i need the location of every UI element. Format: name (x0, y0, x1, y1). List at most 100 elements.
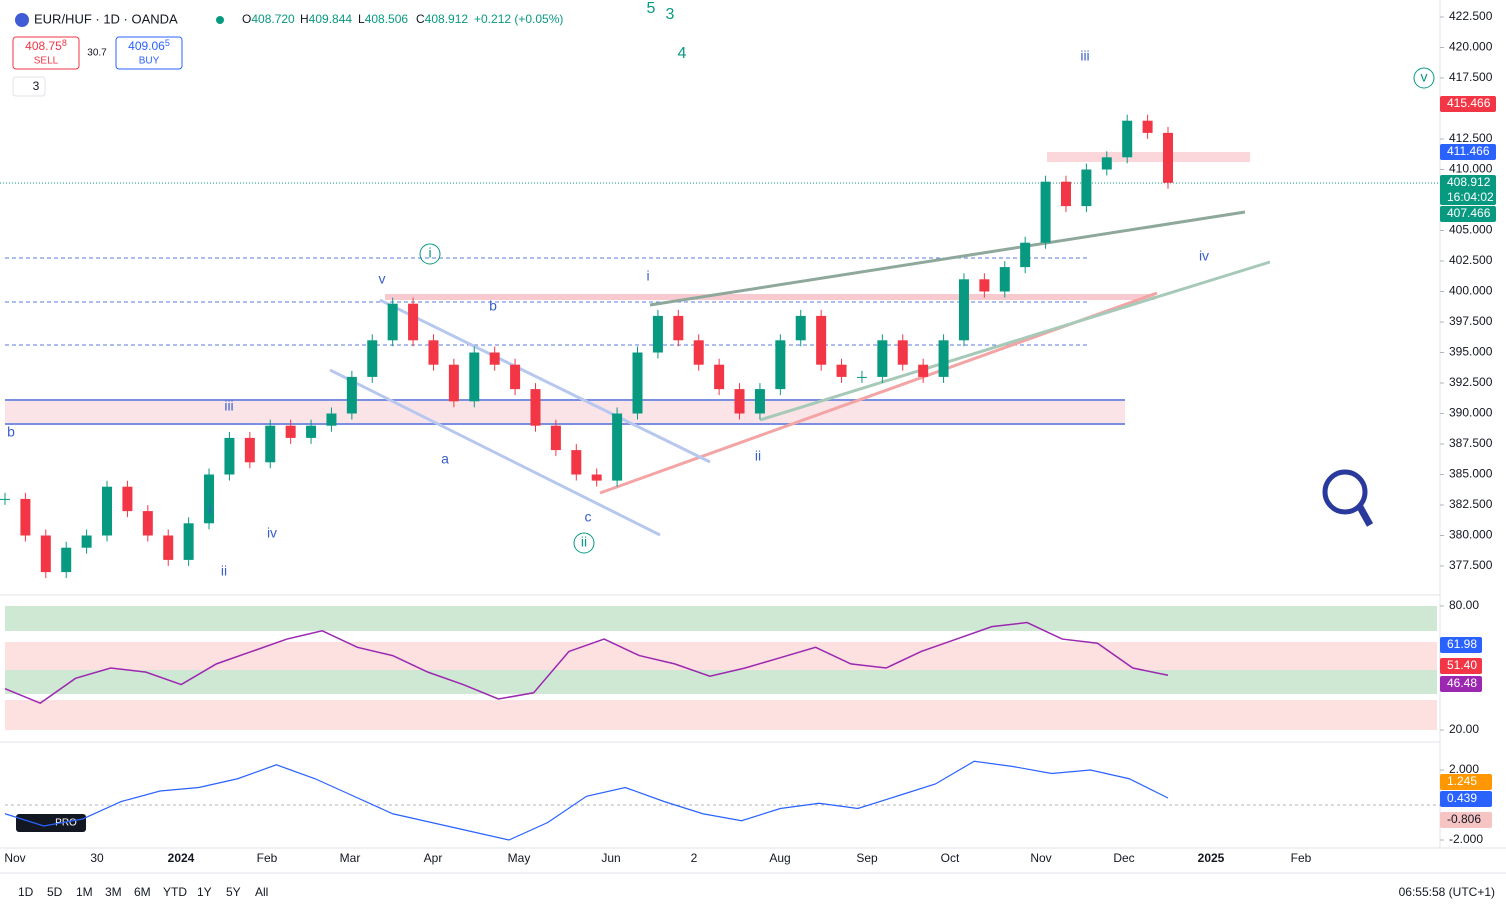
ohlc-value: 408.506 (365, 12, 409, 26)
y-tick-label: 412.500 (1449, 131, 1493, 145)
y-tick-label: 390.000 (1449, 406, 1493, 420)
candle (489, 352, 500, 365)
candle (1163, 132, 1173, 183)
range-button[interactable]: 5D (47, 885, 63, 899)
sell-button[interactable] (12, 36, 80, 70)
y-tick-label: 397.500 (1449, 314, 1493, 328)
candle (795, 315, 806, 341)
candle (204, 474, 215, 524)
rsi-badge (1440, 637, 1482, 653)
candle (142, 511, 153, 536)
y-tick-label: 385.000 (1449, 467, 1493, 481)
candle (163, 535, 174, 560)
sell-label: SELL (34, 56, 59, 67)
candle (40, 535, 51, 573)
range-button[interactable]: 1M (76, 885, 93, 899)
status (216, 16, 224, 24)
wave-ring (419, 243, 441, 265)
candle (265, 425, 276, 463)
macd-badge (1440, 774, 1492, 790)
symbol: EUR/HUF · 1D · OANDA (34, 11, 178, 26)
x-tick-label: May (508, 851, 531, 865)
y-tick-label: 2.000 (1449, 762, 1479, 776)
zone (5, 399, 1125, 425)
y-tick-label: 395.000 (1449, 345, 1493, 359)
range-button[interactable]: All (255, 885, 268, 899)
candle (897, 340, 908, 365)
candle (510, 364, 521, 390)
ohlc: L408.506 (358, 12, 408, 26)
rsi-badge-value: 46.48 (1447, 676, 1477, 690)
candle (448, 364, 459, 402)
zone (385, 294, 1155, 300)
range-button[interactable]: 3M (105, 885, 122, 899)
macd-badge (1440, 812, 1492, 828)
indicator-toggle[interactable] (12, 76, 46, 97)
ohlc: H409.844 (300, 12, 352, 26)
candle (469, 352, 480, 402)
candle (550, 425, 561, 451)
y-tick-label: -2.000 (1449, 832, 1483, 846)
candle (20, 498, 31, 536)
candle (1060, 181, 1071, 207)
range-button[interactable]: 1D (18, 885, 34, 899)
candle (122, 486, 133, 512)
candle (979, 279, 990, 292)
range-button[interactable]: 6M (134, 885, 151, 899)
drawing (649, 210, 1246, 307)
wave-label: c (585, 509, 592, 525)
sell-price: 408.758 (25, 38, 67, 53)
candle (1122, 120, 1133, 158)
wave-label: ii (581, 534, 587, 550)
x-tick-label: Jun (601, 851, 620, 865)
y-tick-label: 402.500 (1449, 253, 1493, 267)
y-tick-label: 392.500 (1449, 375, 1493, 389)
x-tick-label: 30 (90, 851, 104, 865)
wave-label: ii (755, 448, 761, 464)
candle (306, 425, 317, 438)
candle (775, 340, 786, 390)
candle (918, 364, 929, 377)
ohlc-label: O (242, 12, 251, 26)
candle (408, 303, 419, 341)
price-badge-value: 415.466 (1447, 96, 1491, 110)
range-button[interactable]: YTD (163, 885, 187, 899)
y-tick-label: 405.000 (1449, 223, 1493, 237)
drawing (759, 260, 1271, 422)
x-tick-label: Oct (941, 851, 960, 865)
x-tick-label: Aug (769, 851, 790, 865)
x-tick-label: Sep (856, 851, 878, 865)
ohlc-value: 409.844 (309, 12, 353, 26)
ohlc-label: C (416, 12, 425, 26)
x-tick-label: Mar (340, 851, 361, 865)
wave-label: b (489, 298, 497, 314)
price-badge (1440, 175, 1496, 205)
candle (1142, 120, 1153, 133)
candle (224, 437, 235, 475)
x-tick-label: Apr (424, 851, 443, 865)
ohlc-label: L (358, 12, 365, 26)
candle (1020, 242, 1031, 268)
range-button[interactable]: 5Y (226, 885, 241, 899)
price-badge-value: 411.466 (1447, 144, 1490, 158)
price-badge (1440, 96, 1496, 112)
buy-label: BUY (139, 56, 160, 67)
candle (632, 352, 643, 414)
rsi-zone (5, 700, 1437, 730)
candle (183, 523, 194, 560)
x-tick-label: 2 (691, 851, 698, 865)
logo-icon (1356, 505, 1374, 527)
y-tick-label: 380.000 (1449, 528, 1493, 542)
y-tick-label: 417.500 (1449, 70, 1493, 84)
wave-label: i (208, 501, 211, 517)
price-badge (1440, 144, 1496, 160)
candle (346, 376, 357, 414)
candle (1040, 181, 1051, 243)
indicator-count: 3 (33, 79, 40, 93)
range-button[interactable]: 1Y (197, 885, 212, 899)
buy-button[interactable] (115, 36, 183, 70)
buy-price: 409.065 (128, 38, 170, 53)
candle (856, 376, 867, 378)
candle (571, 450, 582, 475)
